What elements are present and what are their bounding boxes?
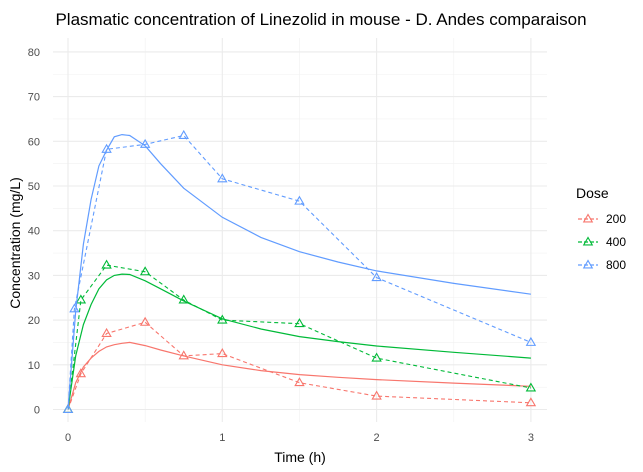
data-point xyxy=(294,318,305,328)
data-point xyxy=(178,350,189,360)
legend-item-800: 800 xyxy=(578,258,626,272)
data-point xyxy=(371,272,382,282)
data-point xyxy=(101,327,112,337)
data-point xyxy=(62,403,74,413)
x-tick-label: 1 xyxy=(219,432,225,444)
data-point xyxy=(371,352,382,362)
data-point xyxy=(294,195,305,205)
data-point xyxy=(178,294,189,304)
series-800 xyxy=(62,129,537,413)
y-tick-label: 80 xyxy=(28,47,40,59)
observed-line-400 xyxy=(67,264,532,410)
data-point xyxy=(101,259,112,269)
y-tick-label: 70 xyxy=(28,92,40,104)
data-point xyxy=(139,266,151,276)
observed-line-800 xyxy=(67,134,532,410)
data-point xyxy=(178,129,189,139)
chart-title: Plasmatic concentration of Linezolid in … xyxy=(55,10,586,29)
y-tick-label: 10 xyxy=(28,360,40,372)
x-tick-label: 0 xyxy=(65,432,71,444)
y-tick-label: 40 xyxy=(28,226,40,238)
y-tick-label: 20 xyxy=(28,315,40,327)
legend-label: 400 xyxy=(606,235,626,249)
data-point xyxy=(101,143,112,153)
y-tick-label: 60 xyxy=(28,136,40,148)
y-tick-label: 30 xyxy=(28,270,40,282)
y-tick-label: 50 xyxy=(28,181,40,193)
data-point xyxy=(139,138,151,148)
legend-item-400: 400 xyxy=(578,235,626,249)
legend-key-marker xyxy=(582,259,594,269)
data-point xyxy=(75,368,87,378)
series-layer xyxy=(62,129,537,413)
y-tick-label: 0 xyxy=(34,405,40,417)
data-point xyxy=(525,336,537,346)
legend-title: Dose xyxy=(576,185,609,201)
data-point xyxy=(294,377,305,387)
legend-key-marker xyxy=(582,236,594,246)
data-point xyxy=(217,348,228,358)
x-tick-label: 2 xyxy=(374,432,380,444)
legend-label: 800 xyxy=(606,258,626,272)
x-tick-label: 3 xyxy=(528,432,534,444)
data-point xyxy=(217,314,228,324)
grid xyxy=(53,38,547,422)
model-line-800 xyxy=(67,133,531,410)
axis-ticks: 0 10 20 30 40 50 60 70 80 0 1 2 3 xyxy=(28,47,534,444)
data-point xyxy=(69,303,80,313)
data-point xyxy=(525,397,537,407)
legend-key-marker xyxy=(582,213,594,223)
y-axis-title: Concentration (mg/L) xyxy=(7,177,23,309)
observed-line-200 xyxy=(67,321,531,410)
model-line-400 xyxy=(67,273,531,410)
x-axis-title: Time (h) xyxy=(274,449,326,465)
legend-label: 200 xyxy=(606,212,626,226)
data-point xyxy=(217,173,228,183)
series-400 xyxy=(62,259,537,413)
data-point xyxy=(75,294,87,304)
legend-item-200: 200 xyxy=(578,212,626,226)
legend: Dose 200 400 800 xyxy=(576,185,626,272)
data-point xyxy=(371,390,382,400)
data-point xyxy=(525,382,537,392)
data-point xyxy=(139,316,151,326)
